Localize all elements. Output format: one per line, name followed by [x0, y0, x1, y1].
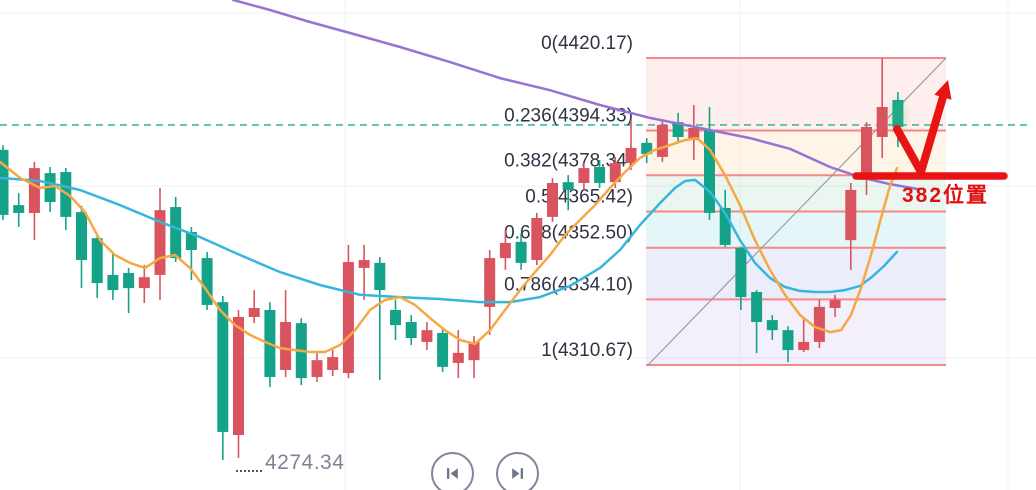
- fib-label-0.786: 0.786(4334.10): [504, 274, 633, 295]
- candle-body: [861, 126, 872, 180]
- candle-body: [123, 272, 135, 289]
- candle-body: [468, 341, 480, 361]
- candle-body: [719, 207, 731, 245]
- candle-body: [798, 341, 810, 351]
- annotation-v-arrow-shaft: [893, 93, 947, 176]
- fib-label-0.236: 0.236(4394.33): [504, 105, 633, 126]
- skip-to-start-icon: [446, 468, 458, 479]
- skip-to-end-button[interactable]: [496, 452, 539, 490]
- candle-body: [625, 147, 637, 164]
- moving-average-lines: [0, 0, 920, 354]
- candle-body: [437, 332, 449, 367]
- candle-body: [578, 168, 590, 183]
- candle-body: [311, 360, 323, 377]
- candle-body: [766, 320, 778, 331]
- candle-body: [327, 357, 339, 370]
- candle-body: [170, 207, 182, 259]
- candle-body: [688, 128, 700, 141]
- candle-body: [751, 292, 763, 323]
- candle-body: [154, 210, 166, 275]
- candle-body: [138, 277, 150, 289]
- candle-body: [562, 182, 574, 190]
- fib-label-0.382: 0.382(4378.34): [504, 150, 633, 171]
- skip-to-start-button[interactable]: [431, 452, 474, 490]
- candle-body: [876, 106, 888, 137]
- fib-label-1: 1(4310.67): [541, 340, 633, 361]
- ma-fast-orange: [0, 136, 899, 354]
- candle-body: [594, 166, 606, 183]
- candle-body: [515, 241, 527, 263]
- candle-body: [704, 129, 715, 213]
- candle-body: [735, 248, 747, 298]
- low-price-text: 4274.34: [265, 451, 345, 474]
- fib-382-annotation-label: 382位置: [902, 184, 990, 207]
- candle-body: [641, 142, 653, 155]
- swing-low-price-label: 4274.34: [236, 451, 344, 475]
- candle-body: [185, 232, 197, 250]
- candle-body: [13, 205, 25, 213]
- candle-body: [374, 262, 386, 291]
- dotted-leader-line: [236, 470, 262, 472]
- fib-label-0.5: 0.5(4365.42): [525, 187, 633, 208]
- candle-body: [28, 168, 40, 213]
- candle-body: [217, 302, 229, 432]
- fib-label-0: 0(4420.17): [541, 33, 633, 54]
- candle-body: [390, 309, 401, 326]
- candle-body: [358, 260, 370, 268]
- candle-body: [280, 322, 292, 370]
- last-candle-glow: [884, 93, 912, 139]
- candle-body: [845, 189, 857, 241]
- candle-body: [813, 306, 825, 342]
- annotation-arrow-head: [934, 80, 952, 100]
- last-candle-glow-halo: [884, 93, 912, 139]
- candle-body: [782, 330, 794, 351]
- candle-body: [829, 299, 841, 309]
- candle-body: [342, 262, 354, 374]
- candle-body: [91, 238, 103, 284]
- skip-to-end-icon: [512, 468, 524, 479]
- fib-band: [646, 211, 946, 248]
- candle-body: [405, 322, 417, 339]
- candle-body: [547, 182, 558, 217]
- candle-body: [248, 308, 260, 317]
- candle-body: [201, 258, 213, 305]
- candle-body: [233, 316, 244, 436]
- candle-body: [656, 124, 668, 157]
- ma-mid-cyan: [0, 176, 899, 304]
- candle-body: [499, 242, 511, 259]
- candle-body: [76, 212, 87, 261]
- candle-body: [421, 330, 433, 342]
- candle-body: [609, 163, 621, 183]
- candle-body: [484, 258, 496, 307]
- candle-body: [0, 149, 9, 215]
- fib-band: [646, 247, 946, 300]
- candle-body: [452, 352, 464, 363]
- candle-body: [107, 274, 119, 291]
- ma-slow-purple: [231, 0, 920, 191]
- fibonacci-level-lines: [646, 57, 946, 367]
- hand-drawn-annotation: [852, 80, 1008, 180]
- candle-body: [531, 218, 543, 261]
- candle-body: [672, 122, 684, 137]
